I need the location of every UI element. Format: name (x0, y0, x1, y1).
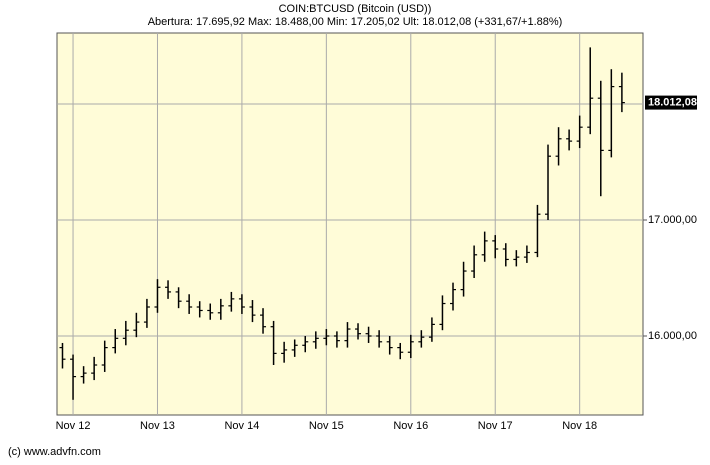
y-tick-label: 17.000,00 (648, 214, 697, 226)
x-tick-label: Nov 17 (478, 420, 513, 432)
x-tick-label: Nov 16 (393, 420, 428, 432)
y-tick-label: 16.000,00 (648, 330, 697, 342)
plot-area (56, 32, 644, 416)
last-price-box (645, 95, 697, 110)
x-tick-label: Nov 15 (309, 420, 344, 432)
last-price-label: 18.012,08 (648, 96, 697, 108)
chart-subtitle: Abertura: 17.695,92 Max: 18.488,00 Min: … (148, 16, 563, 28)
footer: (c) www.advfn.com (8, 446, 101, 458)
x-tick-label: Nov 14 (224, 420, 259, 432)
chart-title: COIN:BTCUSD (Bitcoin (USD)) (279, 3, 432, 15)
x-tick-label: Nov 12 (56, 420, 91, 432)
x-tick-label: Nov 13 (140, 420, 175, 432)
x-tick-label: Nov 18 (562, 420, 597, 432)
